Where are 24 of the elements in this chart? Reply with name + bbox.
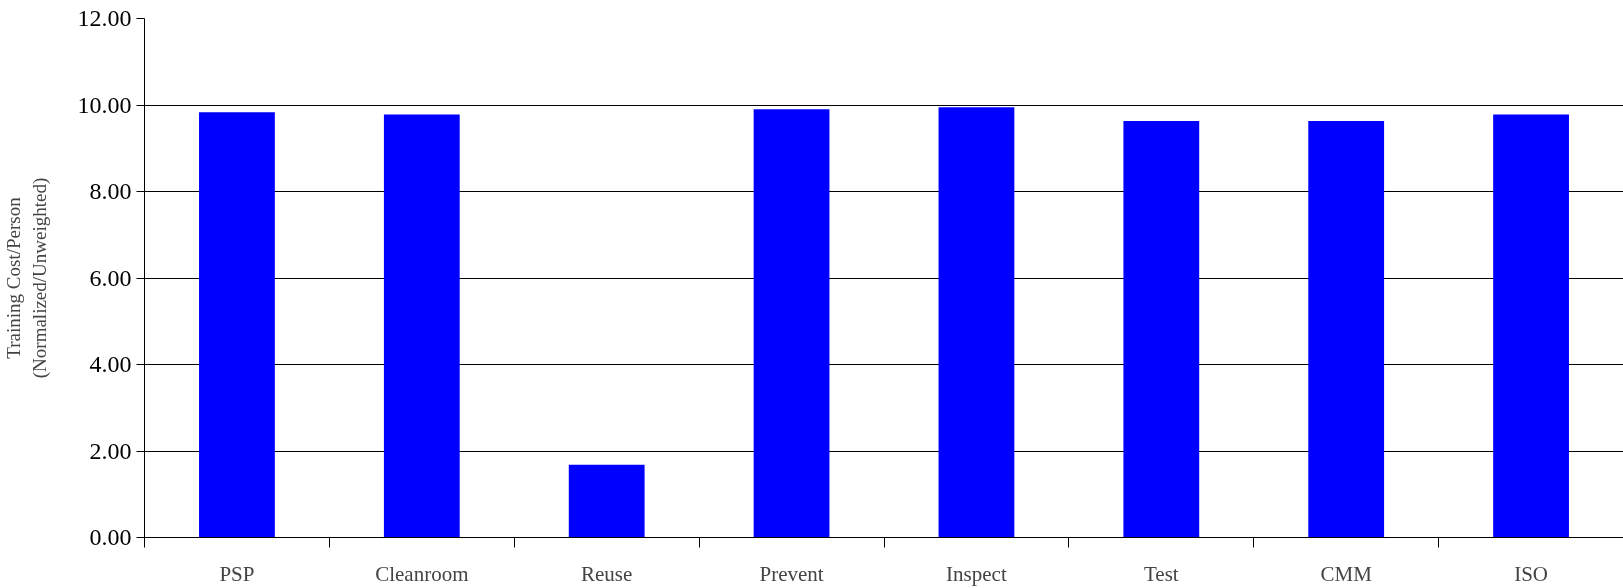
bar <box>383 114 460 538</box>
y-axis-title: Training Cost/Person (Normalized/Unweighted) <box>3 177 51 379</box>
x-tick-label: Test <box>1143 561 1179 586</box>
bar <box>1308 121 1385 538</box>
x-tick-label: Cleanroom <box>375 561 469 586</box>
bar <box>1493 114 1569 538</box>
y-tick-label: 2.00 <box>89 437 132 464</box>
x-tick-label: ISO <box>1514 561 1548 586</box>
bar <box>199 112 275 538</box>
x-tick-label: CMM <box>1320 561 1373 586</box>
y-tick-label: 12.00 <box>77 5 132 31</box>
bar <box>753 109 830 538</box>
y-tick-label: 0.00 <box>89 524 132 550</box>
y-tick-label: 8.00 <box>89 178 132 204</box>
y-tick-label: 6.00 <box>89 264 132 291</box>
y-tick-label: 10.00 <box>77 91 132 118</box>
x-tick-label: Inspect <box>946 561 1007 586</box>
x-tick-label: Reuse <box>581 561 633 586</box>
bar <box>568 464 645 538</box>
y-tick-label: 4.00 <box>89 351 132 377</box>
x-tick-label: PSP <box>219 561 255 586</box>
x-tick-label: Prevent <box>759 561 824 586</box>
bar <box>1123 121 1200 538</box>
bar <box>938 107 1015 538</box>
